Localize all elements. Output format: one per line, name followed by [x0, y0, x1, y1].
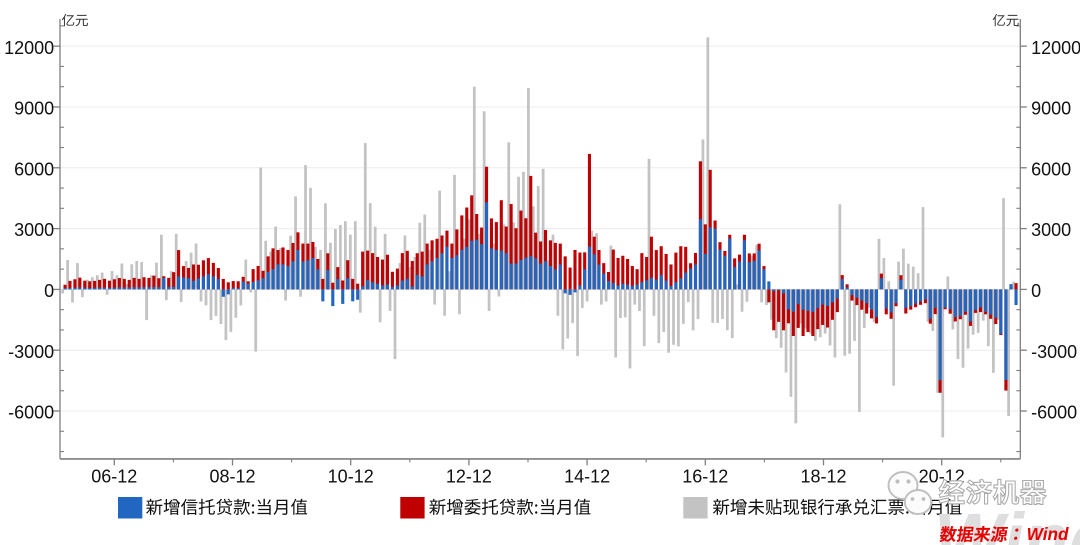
- svg-text:08-12: 08-12: [209, 466, 255, 486]
- svg-text:3000: 3000: [1031, 220, 1071, 240]
- svg-text:-6000: -6000: [1031, 403, 1077, 423]
- svg-text:6000: 6000: [14, 159, 54, 179]
- svg-text:12-12: 12-12: [446, 466, 492, 486]
- svg-text:18-12: 18-12: [800, 466, 846, 486]
- svg-text:9000: 9000: [14, 99, 54, 119]
- svg-text:-3000: -3000: [8, 342, 54, 362]
- svg-text:Wind: Wind: [1027, 524, 1069, 544]
- svg-text:Wind: Wind: [934, 498, 1080, 545]
- svg-text:14-12: 14-12: [564, 466, 610, 486]
- svg-text:-6000: -6000: [8, 403, 54, 423]
- svg-text:6000: 6000: [1031, 159, 1071, 179]
- svg-text:10-12: 10-12: [328, 466, 374, 486]
- svg-text:0: 0: [1031, 281, 1041, 301]
- svg-text:16-12: 16-12: [682, 466, 728, 486]
- svg-text:12000: 12000: [1031, 38, 1080, 58]
- svg-text:12000: 12000: [4, 38, 54, 58]
- svg-text:0: 0: [44, 281, 54, 301]
- svg-text:3000: 3000: [14, 220, 54, 240]
- svg-text:9000: 9000: [1031, 99, 1071, 119]
- svg-text:06-12: 06-12: [91, 466, 137, 486]
- svg-text:-3000: -3000: [1031, 342, 1077, 362]
